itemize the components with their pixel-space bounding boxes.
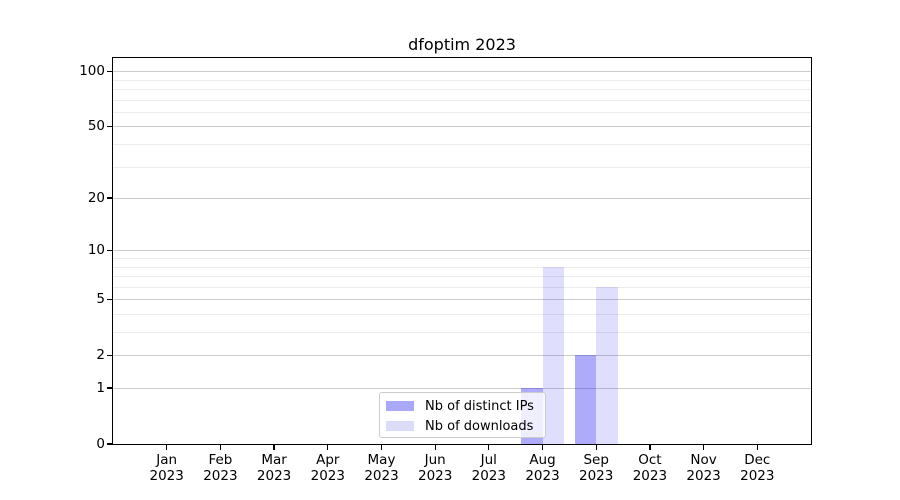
legend-item-downloads: Nb of downloads bbox=[380, 416, 545, 436]
x-tick-mark bbox=[219, 445, 222, 450]
y-tick-label: 100 bbox=[79, 62, 105, 79]
y-tick-label: 10 bbox=[87, 241, 105, 258]
x-tick-label: May 2023 bbox=[364, 452, 399, 484]
y-tick-label: 0 bbox=[96, 435, 105, 452]
x-tick-mark bbox=[541, 445, 544, 450]
x-tick-mark bbox=[380, 445, 383, 450]
x-tick-mark bbox=[649, 445, 651, 450]
legend-label-downloads: Nb of downloads bbox=[425, 418, 534, 434]
x-tick-label: Aug 2023 bbox=[525, 452, 560, 484]
x-tick-mark bbox=[488, 445, 490, 450]
legend-label-distinct-ips: Nb of distinct IPs bbox=[425, 398, 534, 414]
x-tick-label: Oct 2023 bbox=[632, 452, 668, 484]
x-tick-label: Dec 2023 bbox=[740, 452, 775, 484]
x-tick-mark bbox=[273, 445, 275, 450]
y-tick-label: 2 bbox=[96, 346, 105, 363]
x-tick-mark bbox=[756, 445, 758, 450]
y-tick-label: 1 bbox=[96, 379, 105, 396]
x-tick-mark bbox=[166, 445, 168, 450]
x-tick-label: Jun 2023 bbox=[418, 452, 453, 484]
x-tick-label: Jan 2023 bbox=[149, 452, 184, 484]
x-tick-mark bbox=[434, 445, 436, 450]
x-tick-label: Jul 2023 bbox=[471, 452, 506, 484]
legend-swatch-downloads bbox=[386, 421, 414, 431]
plot-area bbox=[112, 57, 812, 445]
x-tick-label: Mar 2023 bbox=[256, 452, 292, 484]
legend-item-distinct-ips: Nb of distinct IPs bbox=[380, 396, 545, 416]
x-tick-label: Apr 2023 bbox=[310, 452, 345, 484]
legend-swatch-distinct-ips bbox=[386, 401, 414, 411]
y-tick-label: 5 bbox=[96, 290, 105, 307]
x-tick-label: Feb 2023 bbox=[203, 452, 238, 484]
x-tick-mark bbox=[595, 445, 597, 450]
legend: Nb of distinct IPs Nb of downloads bbox=[379, 392, 546, 438]
chart-title: dfoptim 2023 bbox=[408, 35, 516, 54]
x-tick-mark bbox=[327, 445, 329, 450]
y-tick-label: 20 bbox=[87, 189, 105, 206]
x-tick-label: Sep 2023 bbox=[579, 452, 614, 484]
x-tick-label: Nov 2023 bbox=[686, 452, 721, 484]
x-tick-mark bbox=[702, 445, 705, 450]
y-tick-label: 50 bbox=[87, 117, 105, 134]
